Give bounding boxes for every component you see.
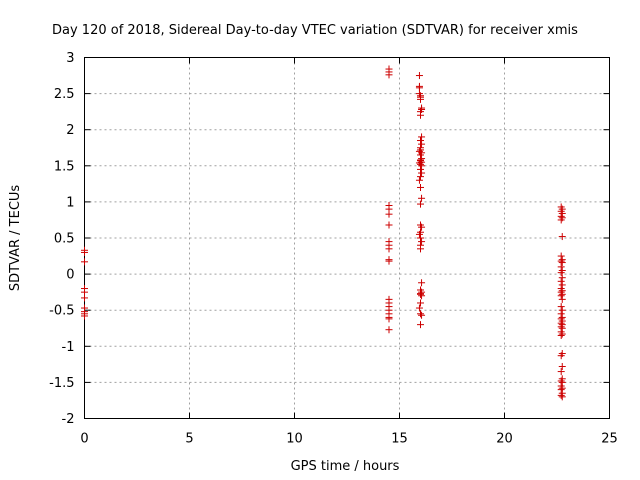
data-point [557, 277, 565, 285]
data-point [558, 295, 566, 303]
data-point [418, 238, 426, 246]
data-point [385, 221, 393, 229]
y-tick-label: 0.5 [54, 232, 75, 247]
data-point [558, 363, 566, 371]
data-point [81, 312, 88, 320]
data-point [418, 140, 426, 148]
data-points [81, 65, 566, 401]
data-point [417, 310, 424, 318]
data-point [418, 292, 426, 300]
data-point [417, 137, 424, 145]
y-tick-label: -1.5 [49, 376, 74, 391]
data-point [557, 368, 565, 376]
data-point [558, 330, 566, 338]
tick-labels: -2 -1.5 -1 -0.5 0 0.5 1 1.5 2 2.5 3 0 5 10 15 20 25 [49, 51, 618, 447]
data-point [557, 391, 565, 399]
y-tick-label: 0 [66, 268, 74, 283]
data-point [81, 258, 88, 266]
y-tick-label: 1.5 [54, 159, 75, 174]
axis-ticks [84, 57, 610, 419]
data-point [418, 162, 426, 170]
data-point [558, 274, 566, 282]
data-point [558, 233, 566, 241]
data-point [558, 393, 566, 401]
x-tick-label: 10 [286, 432, 303, 447]
data-point [415, 176, 423, 184]
data-point [415, 304, 423, 312]
data-point [418, 194, 426, 202]
data-point [557, 216, 565, 224]
grid-lines [84, 57, 610, 419]
data-point [385, 71, 393, 79]
data-point [557, 331, 565, 339]
data-point [417, 183, 424, 191]
x-tick-label: 15 [391, 432, 408, 447]
chart-title: Day 120 of 2018, Sidereal Day-to-day VTE… [52, 23, 578, 38]
data-point [557, 303, 565, 311]
data-point [385, 326, 393, 334]
y-axis-label: SDTVAR / TECUs [8, 185, 23, 292]
data-point [81, 294, 88, 302]
data-point [385, 245, 393, 253]
data-point [385, 210, 393, 218]
data-point [418, 133, 426, 141]
y-tick-label: -1 [62, 340, 75, 355]
y-tick-label: 1 [66, 195, 74, 210]
data-point [418, 279, 426, 287]
data-point [418, 311, 426, 319]
data-point [557, 352, 565, 360]
data-point [417, 165, 424, 173]
data-point [418, 169, 426, 177]
y-tick-label: 2.5 [54, 87, 75, 102]
data-point [558, 259, 566, 267]
x-tick-label: 5 [185, 432, 193, 447]
data-point [557, 292, 565, 300]
data-point [417, 111, 424, 119]
x-tick-label: 20 [496, 432, 513, 447]
x-tick-label: 25 [601, 432, 618, 447]
data-point [417, 234, 424, 242]
data-point [558, 306, 566, 314]
data-point [417, 299, 424, 307]
data-point [417, 200, 424, 208]
data-point [81, 248, 88, 256]
data-point [385, 315, 393, 323]
y-tick-label: 3 [66, 51, 74, 66]
data-point [385, 257, 393, 265]
data-point [415, 230, 423, 238]
data-point [418, 223, 426, 231]
data-point [417, 245, 424, 253]
data-point [417, 321, 424, 329]
y-tick-label: -2 [62, 412, 75, 427]
data-point [557, 269, 565, 277]
x-axis-label: GPS time / hours [291, 459, 400, 474]
data-point [417, 95, 424, 103]
data-point [417, 173, 424, 181]
data-point [415, 72, 423, 80]
data-point [417, 290, 424, 298]
x-tick-label: 0 [80, 432, 88, 447]
y-tick-label: 2 [66, 123, 74, 138]
y-tick-label: -0.5 [49, 304, 74, 319]
